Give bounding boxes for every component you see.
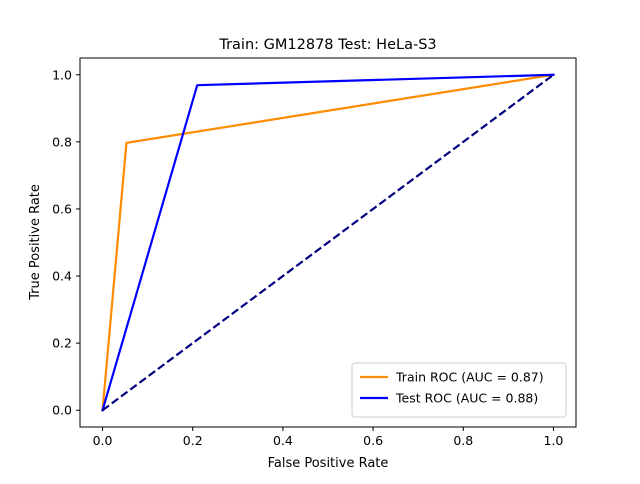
legend-box — [351, 362, 567, 418]
x-tick-label: 1.0 — [544, 433, 564, 448]
legend-entry-label: Test ROC (AUC = 0.88) — [395, 391, 538, 406]
y-tick-label: 0.4 — [52, 269, 72, 284]
x-tick-label: 0.0 — [93, 433, 113, 448]
x-tick-label: 0.6 — [363, 433, 383, 448]
x-tick-label: 0.8 — [453, 433, 473, 448]
y-tick-label: 0.0 — [52, 403, 72, 418]
y-tick-label: 0.2 — [52, 336, 72, 351]
y-tick-label: 0.6 — [52, 201, 72, 216]
x-tick-label: 0.2 — [183, 433, 203, 448]
x-tick-label: 0.4 — [273, 433, 293, 448]
y-tick-label: 1.0 — [52, 67, 72, 82]
y-axis-label: True Positive Rate — [28, 184, 43, 301]
plot-area: 0.0 0.2 0.4 0.6 0.8 1.0 0.0 0.2 0.4 0.6 0.8 1.0 Trai… — [52, 57, 577, 448]
legend-entry-label: Train ROC (AUC = 0.87) — [395, 370, 544, 385]
x-axis-label: False Positive Rate — [268, 456, 389, 471]
series-group — [101, 73, 555, 412]
plot-frame — [79, 57, 577, 428]
y-tick-label: 0.8 — [52, 134, 72, 149]
series-line-1 — [101, 73, 555, 412]
chart-title: Train: GM12878 Test: HeLa-S3 — [218, 37, 436, 53]
series-line-0 — [101, 73, 555, 412]
legend: Train ROC (AUC = 0.87) Test ROC (AUC = 0.… — [351, 362, 567, 418]
chance-diagonal-line — [101, 73, 555, 412]
